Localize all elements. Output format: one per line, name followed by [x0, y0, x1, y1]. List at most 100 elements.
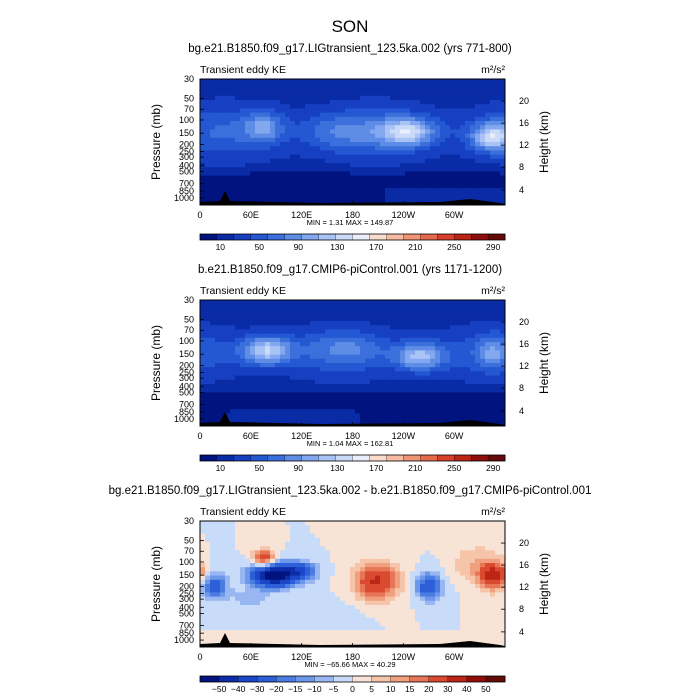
contour-cell — [390, 575, 396, 581]
topography-mask — [200, 191, 505, 205]
contour-cell — [350, 409, 356, 414]
contour-cell — [375, 171, 381, 177]
contour-cell — [240, 550, 246, 556]
contour-cell — [265, 405, 271, 410]
contour-cell — [295, 163, 301, 168]
contour-cell — [250, 342, 256, 347]
contour-cell — [245, 142, 251, 147]
colorbar-swatch — [284, 233, 303, 241]
contour-cell — [465, 112, 471, 118]
contour-cell — [320, 533, 326, 539]
contour-cell — [375, 358, 381, 364]
contour-cell — [390, 129, 396, 135]
contour-cell — [310, 396, 316, 402]
contour-cell — [245, 91, 251, 97]
contour-cell — [420, 584, 426, 589]
contour-cell — [380, 333, 386, 339]
contour-cell — [445, 154, 451, 160]
contour-cell — [250, 579, 256, 585]
x-tick-label: 60E — [243, 210, 259, 220]
contour-cell — [445, 579, 451, 585]
contour-cell — [445, 300, 451, 305]
contour-cell — [460, 337, 466, 343]
contour-cell — [235, 129, 241, 135]
contour-cell — [470, 300, 476, 305]
contour-cell — [405, 409, 411, 414]
contour-cell — [405, 79, 411, 84]
contour-cell — [470, 179, 476, 185]
contour-cell — [480, 312, 486, 318]
contour-cell — [455, 367, 461, 372]
contour-cell — [310, 300, 316, 305]
contour-cell — [340, 529, 346, 535]
contour-cell — [490, 158, 496, 164]
contour-cell — [390, 150, 396, 156]
contour-cell — [270, 592, 276, 598]
contour-cell — [360, 100, 366, 105]
contour-cell — [500, 146, 505, 151]
contour-cell — [465, 83, 471, 88]
contour-cell — [245, 163, 251, 168]
contour-cell — [465, 154, 471, 160]
contour-cell — [500, 100, 505, 105]
contour-cell — [260, 329, 266, 335]
contour-cell — [250, 409, 256, 414]
contour-cell — [275, 308, 281, 314]
contour-cell — [430, 129, 436, 135]
topography-mask — [200, 412, 505, 426]
contour-cell — [335, 137, 341, 143]
contour-cell — [325, 521, 331, 526]
contour-cell — [485, 358, 491, 364]
contour-cell — [420, 146, 426, 151]
contour-cell — [290, 363, 296, 368]
contour-cell — [450, 400, 456, 406]
contour-cell — [330, 346, 336, 351]
contour-cell — [245, 83, 251, 88]
contour-cell — [340, 525, 346, 530]
contour-cell — [205, 125, 211, 130]
contour-cell — [475, 112, 481, 118]
contour-cell — [410, 529, 416, 535]
contour-cell — [340, 312, 346, 318]
contour-cell — [385, 312, 391, 318]
contour-cell — [295, 83, 301, 88]
contour-cell — [355, 413, 361, 419]
contour-cell — [435, 129, 441, 135]
contour-cell — [445, 325, 451, 330]
contour-cell — [425, 325, 431, 330]
contour-cell — [245, 184, 251, 189]
contour-cell — [440, 133, 446, 139]
contour-cell — [200, 550, 206, 556]
contour-cell — [310, 367, 316, 372]
contour-cell — [285, 358, 291, 364]
contour-cell — [305, 137, 311, 143]
contour-cell — [380, 563, 386, 568]
contour-cell — [295, 529, 301, 535]
contour-cell — [270, 158, 276, 164]
contour-cell — [355, 333, 361, 339]
contour-cell — [240, 417, 246, 423]
contour-cell — [450, 592, 456, 598]
contour-cell — [290, 321, 296, 326]
contour-cell — [410, 405, 416, 410]
contour-cell — [390, 196, 396, 202]
contour-cell — [345, 367, 351, 372]
contour-cell — [490, 121, 496, 126]
contour-cell — [335, 333, 341, 339]
contour-cell — [290, 179, 296, 185]
contour-cell — [435, 125, 441, 130]
contour-cell — [475, 171, 481, 177]
contour-cell — [480, 321, 486, 326]
colorbar-swatch — [301, 454, 320, 462]
contour-cell — [275, 83, 281, 88]
contour-cell — [460, 137, 466, 143]
contour-cell — [340, 100, 346, 105]
contour-cell — [345, 550, 351, 556]
contour-cell — [430, 571, 436, 577]
contour-cell — [380, 95, 386, 101]
contour-cell — [385, 137, 391, 143]
contour-cell — [235, 316, 241, 322]
contour-cell — [225, 100, 231, 105]
contour-cell — [245, 521, 251, 526]
contour-cell — [240, 171, 246, 177]
